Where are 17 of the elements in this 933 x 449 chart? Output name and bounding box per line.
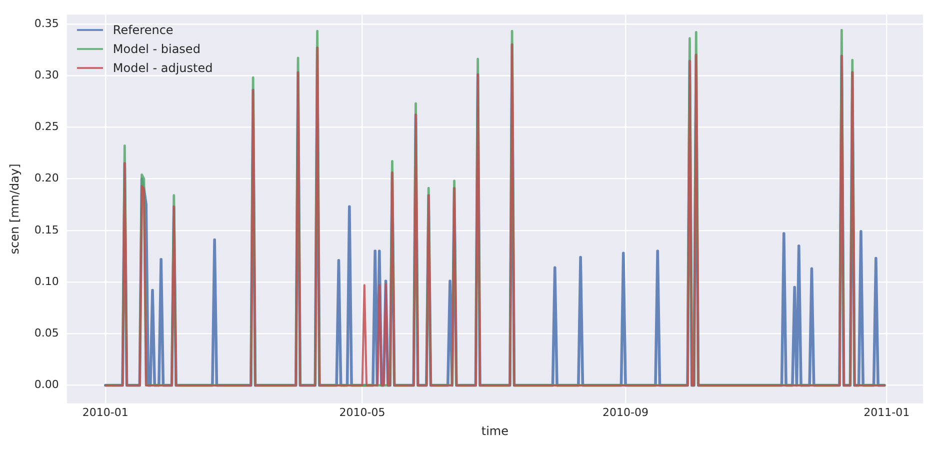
legend-label: Model - adjusted [112, 60, 213, 77]
x-axis-title: time [481, 424, 509, 438]
x-tick-label: 2011-01 [864, 406, 910, 419]
y-tick-label: 0.15 [34, 223, 59, 236]
y-axis-title: scen [mm/day] [7, 164, 22, 254]
y-tick-label: 0.00 [34, 378, 59, 392]
x-tick-label: 2010-01 [82, 406, 128, 419]
y-tick-label: 0.05 [34, 326, 59, 340]
y-tick-label: 0.25 [34, 120, 59, 134]
y-tick-label: 0.10 [34, 274, 59, 288]
x-tick-label: 2010-09 [602, 406, 648, 419]
y-tick-label: 0.35 [34, 16, 59, 30]
y-tick-label: 0.20 [34, 172, 59, 185]
legend-label: Reference [112, 22, 174, 39]
x-tick-label: 2010-05 [339, 406, 386, 419]
legend-label: Model - biased [112, 40, 200, 58]
y-tick-label: 0.30 [34, 68, 59, 82]
